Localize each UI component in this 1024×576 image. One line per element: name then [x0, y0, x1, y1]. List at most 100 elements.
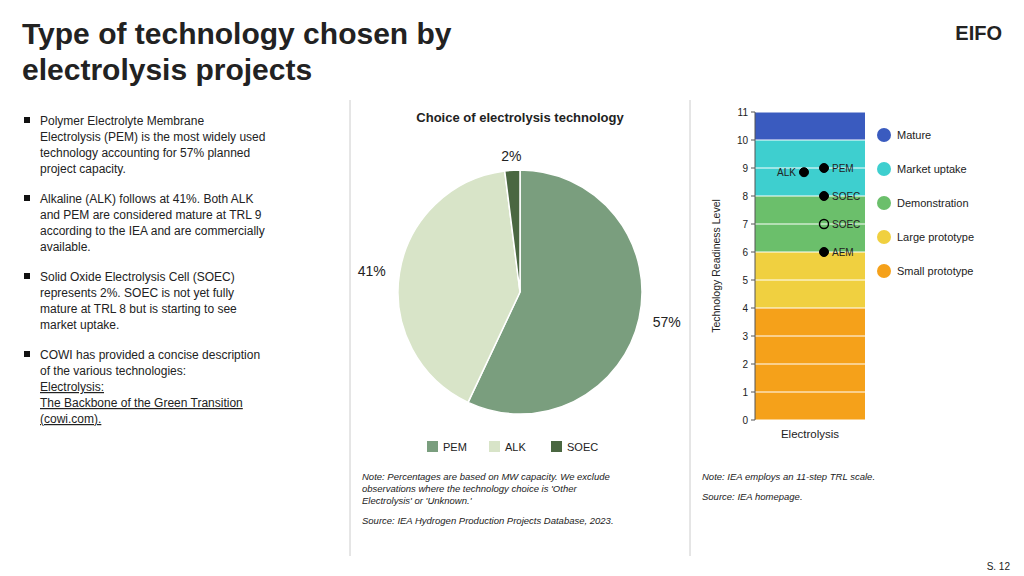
link-text-line: Electrolysis:: [40, 380, 104, 394]
bullet-text-line: and PEM are considered mature at TRL 9: [40, 208, 262, 222]
grid-line: [755, 336, 865, 337]
grid-line: [755, 420, 865, 421]
legend-label: Market uptake: [897, 163, 967, 175]
link-text: Electrolysis:The Backbone of the Green T…: [40, 380, 243, 426]
background: [0, 0, 1024, 576]
legend-swatch: [877, 264, 891, 278]
point: [820, 164, 829, 173]
tick-label: 11: [738, 107, 749, 118]
note: Note: Percentages are based on MW capaci…: [362, 471, 610, 506]
point-label: PEM: [832, 163, 854, 174]
bullet-text-line: project capacity.: [40, 162, 126, 176]
note-line: Electrolysis' or 'Unknown.': [362, 495, 473, 506]
legend-swatch: [489, 441, 500, 452]
legend-label: Demonstration: [897, 197, 969, 209]
legend-swatch: [427, 441, 438, 452]
tick-label: 6: [742, 247, 748, 258]
grid-line: [755, 140, 865, 141]
tick-label: Electrolysis: [781, 428, 839, 440]
bullet-text-line: Polymer Electrolyte Membrane: [40, 114, 204, 128]
bullet-text-line: available.: [40, 240, 91, 254]
plot-area: [755, 112, 865, 420]
bullet-text-line: technology accounting for 57% planned: [40, 146, 250, 160]
legend: MatureMarket uptakeDemonstrationLarge pr…: [877, 128, 974, 278]
trl-band: [755, 112, 865, 140]
link-text-line: (cowi.com).: [40, 412, 101, 426]
point-label: SOEC: [832, 219, 860, 230]
tick-label: 5: [742, 275, 748, 286]
slide-title: Type of technology chosen byelectrolysis…: [22, 17, 452, 86]
grid-line: [755, 364, 865, 365]
chart-title: Choice of electrolysis technology: [416, 110, 624, 125]
tick-mark: [751, 224, 755, 225]
bullets: Polymer Electrolyte Membrane Electrolysis…: [24, 114, 265, 426]
bullet-text-line: market uptake.: [40, 318, 119, 332]
page-number: S. 12: [987, 561, 1011, 572]
bullet-text-line: mature at TRL 8 but is starting to see: [40, 302, 237, 316]
bullet-text: COWI has provided a concise description o…: [40, 348, 260, 378]
bullet-text-line: Alkaline (ALK) follows at 41%. Both ALK: [40, 192, 253, 206]
bullet-marker: [24, 117, 30, 123]
legend-label: Small prototype: [897, 265, 973, 277]
note: Source: IEA homepage.: [702, 491, 803, 502]
divider: [350, 100, 351, 556]
trl-band: [755, 140, 865, 196]
tick-mark: [751, 364, 755, 365]
legend-swatch: [877, 162, 891, 176]
note: Source: IEA Hydrogen Production Projects…: [362, 515, 614, 526]
tick-mark: [751, 252, 755, 253]
note-line: observations where the technology choice…: [362, 483, 577, 494]
note: Note: IEA employs an 11-step TRL scale.: [702, 471, 875, 482]
tick-mark: [751, 112, 755, 113]
bullet-text: Polymer Electrolyte Membrane Electrolysis…: [40, 114, 265, 176]
bullet-text-line: of the various technologies:: [40, 364, 186, 378]
bullet-text-line: Solid Oxide Electrolysis Cell (SOEC): [40, 270, 235, 284]
trl-band: [755, 196, 865, 252]
point-label: SOEC: [832, 191, 860, 202]
grid-line: [755, 112, 865, 113]
trl-band: [755, 308, 865, 420]
tick-mark: [751, 196, 755, 197]
note-line: Source: IEA Hydrogen Production Projects…: [362, 515, 614, 526]
tick-mark: [751, 140, 755, 141]
tick-mark: [751, 392, 755, 393]
tick-mark: [751, 168, 755, 169]
pie-chart: Choice of electrolysis technology57%41%2…: [358, 110, 681, 526]
legend-label: Mature: [897, 129, 931, 141]
grid-line: [755, 392, 865, 393]
bullet-text-line: represents 2%. SOEC is not yet fully: [40, 286, 234, 300]
tick-mark: [751, 280, 755, 281]
point: [820, 192, 829, 201]
bullet-text-line: Electrolysis (PEM) is the most widely us…: [40, 130, 265, 144]
note-line: Source: IEA homepage.: [702, 491, 803, 502]
trl-chart: 01234567891011Technology Readiness Level…: [702, 107, 974, 503]
slide: Type of technology chosen byelectrolysis…: [0, 0, 1024, 576]
pie-slice: [398, 171, 520, 402]
grid-line: [755, 280, 865, 281]
point: [820, 248, 829, 257]
data-label: 2%: [501, 148, 521, 164]
point: [800, 168, 809, 177]
tick-label: 8: [742, 191, 748, 202]
note-line: Note: Percentages are based on MW capaci…: [362, 471, 610, 482]
trl-band: [755, 252, 865, 308]
legend-swatch: [877, 230, 891, 244]
logo: EIFO: [955, 22, 1002, 44]
legend-label: ALK: [505, 441, 526, 453]
tick-label: 1: [742, 387, 748, 398]
axis-label: Technology Readiness Level: [710, 199, 722, 333]
legend: PEMALKSOEC: [427, 441, 598, 453]
slide-title-line: electrolysis projects: [22, 53, 312, 86]
point-labels: PEMALKSOECSOECAEM: [777, 163, 860, 258]
tick-label: 10: [737, 135, 749, 146]
y-axis-line: [755, 112, 756, 420]
legend-label: PEM: [443, 441, 467, 453]
note-line: Note: IEA employs an 11-step TRL scale.: [702, 471, 875, 482]
data-label: 41%: [358, 263, 386, 279]
bullet-text-line: COWI has provided a concise description: [40, 348, 260, 362]
pie-slice: [505, 170, 520, 292]
tick-label: 4: [742, 303, 748, 314]
tick-label: 0: [742, 415, 748, 426]
point-label: AEM: [832, 247, 854, 258]
bullet-marker: [24, 351, 30, 357]
